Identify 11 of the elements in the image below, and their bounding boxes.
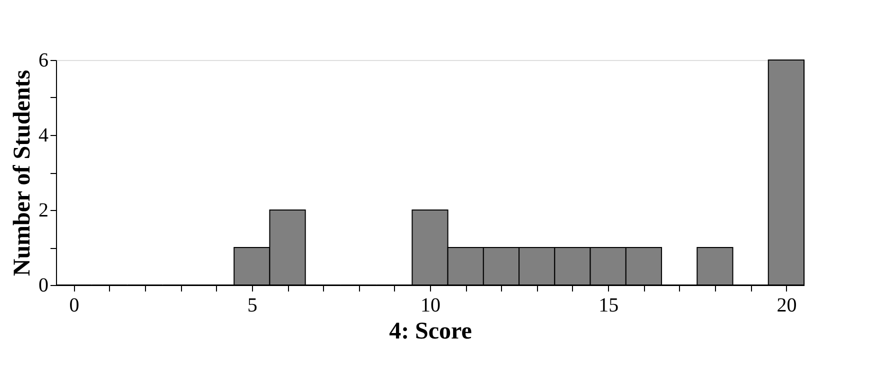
y-axis-title: Number of Students bbox=[10, 70, 36, 276]
y-tick-label: 0 bbox=[38, 274, 48, 296]
y-tick-label: 4 bbox=[38, 124, 48, 146]
x-tick-label: 20 bbox=[776, 294, 797, 316]
y-tick-label: 6 bbox=[38, 50, 48, 72]
x-tick-label: 10 bbox=[420, 294, 440, 316]
x-tick-label: 15 bbox=[598, 294, 619, 316]
x-tick-label: 5 bbox=[247, 294, 258, 316]
x-axis-title: 4: Score bbox=[389, 318, 472, 344]
x-tick-label: 0 bbox=[69, 294, 80, 316]
y-tick-label: 2 bbox=[38, 200, 48, 222]
